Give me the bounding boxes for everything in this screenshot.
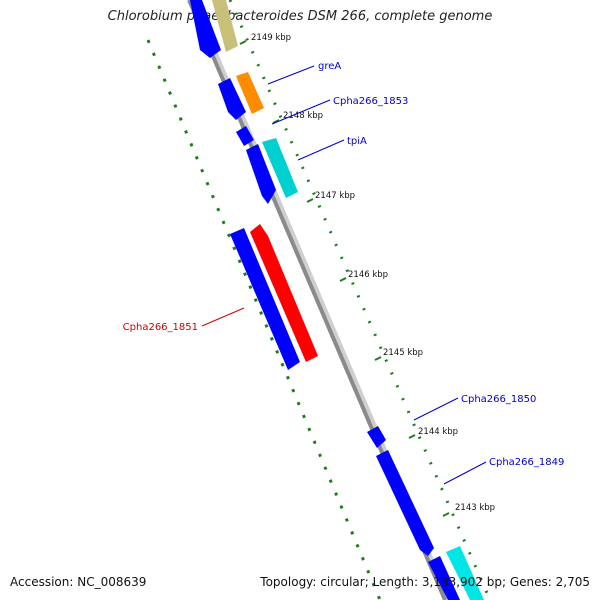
gene-cds-small: [236, 126, 254, 146]
tick-label: 2148 kbp: [283, 111, 323, 121]
gene-cds-tpia: [246, 144, 276, 204]
accession-value: NC_008639: [77, 575, 147, 589]
gene-label-cpha266-1853[interactable]: Cpha266_1853: [333, 96, 408, 107]
label-connectors: [201, 65, 487, 485]
topology-label: Topology:: [260, 575, 317, 589]
length-value: 3,133,902 bp;: [421, 575, 507, 589]
tick-label: 2145 kbp: [383, 348, 423, 358]
genome-summary: Topology: circular; Length: 3,133,902 bp…: [260, 575, 590, 589]
gene-cds-grea: [218, 78, 246, 120]
tick-label: 2144 kbp: [418, 427, 458, 437]
gene-1851: [250, 224, 318, 362]
accession-label: Accession:: [10, 575, 74, 589]
tick-marks: [239, 40, 450, 517]
gene-label-tpia[interactable]: tpiA: [347, 136, 367, 147]
gene-label-cpha266-1849[interactable]: Cpha266_1849: [489, 457, 564, 468]
genes-label: Genes:: [509, 575, 552, 589]
topology-value: circular;: [320, 575, 369, 589]
gene-khaki-top: [212, 0, 238, 52]
gene-label-cpha266-1851[interactable]: Cpha266_1851: [123, 322, 198, 333]
gene-grea: [236, 72, 264, 114]
gene-cyan-bottom: [446, 546, 484, 600]
tick-label: 2143 kbp: [455, 503, 495, 513]
tick-label: 2149 kbp: [251, 33, 291, 43]
accession-info: Accession: NC_008639: [10, 575, 146, 589]
gene-label-cpha266-1850[interactable]: Cpha266_1850: [461, 394, 536, 405]
gene-features: [190, 0, 484, 600]
tick-label: 2146 kbp: [348, 270, 388, 280]
length-label: Length:: [372, 575, 419, 589]
genes-value: 2,705: [555, 575, 590, 589]
tick-label: 2147 kbp: [315, 191, 355, 201]
gc-track-left: [146, 39, 382, 600]
gene-label-grea[interactable]: greA: [318, 61, 341, 72]
gene-tpia: [262, 138, 298, 198]
gene-cds-1850: [367, 426, 386, 448]
gene-cds-bottom: [428, 556, 460, 600]
gene-cds-1851-blue: [230, 228, 300, 370]
gene-cds-top: [190, 0, 221, 58]
gene-cds-1849: [376, 450, 434, 556]
